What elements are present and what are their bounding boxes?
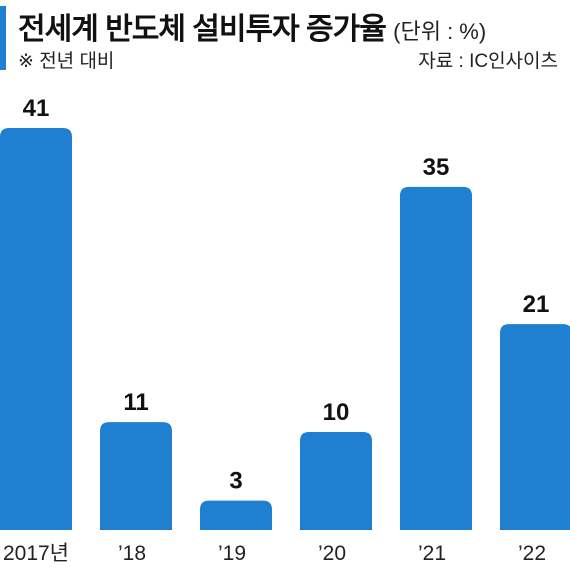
bar-4 [400,186,472,530]
chart-title: 전세계 반도체 설비투자 증가율 (단위 : %) [18,4,486,48]
chart-note: ※ 전년 대비 [18,51,115,72]
category-label-1: ’18 [118,542,146,565]
bar-1 [100,422,172,530]
chart-title-text: 전세계 반도체 설비투자 증가율 [18,13,387,46]
category-label-2: ’19 [218,542,246,565]
bar-2 [200,500,272,530]
value-label-3: 10 [323,399,350,426]
category-label-5: ’22 [518,542,546,565]
category-label-3: ’20 [318,542,346,565]
source-label: 자료 : IC인사이츠 [418,51,558,72]
unit-label: (단위 : %) [393,19,487,44]
value-label-2: 3 [229,468,242,495]
value-label-5: 21 [523,291,550,318]
value-label-0: 41 [23,95,50,122]
title-accent-bar [0,6,6,70]
bar-0 [0,128,72,530]
category-label-0: 2017년 [3,542,69,565]
value-label-4: 35 [423,154,450,181]
bar-3 [300,431,372,530]
category-label-4: ’21 [418,542,446,565]
bar-5 [500,324,570,530]
value-label-1: 11 [123,389,148,416]
